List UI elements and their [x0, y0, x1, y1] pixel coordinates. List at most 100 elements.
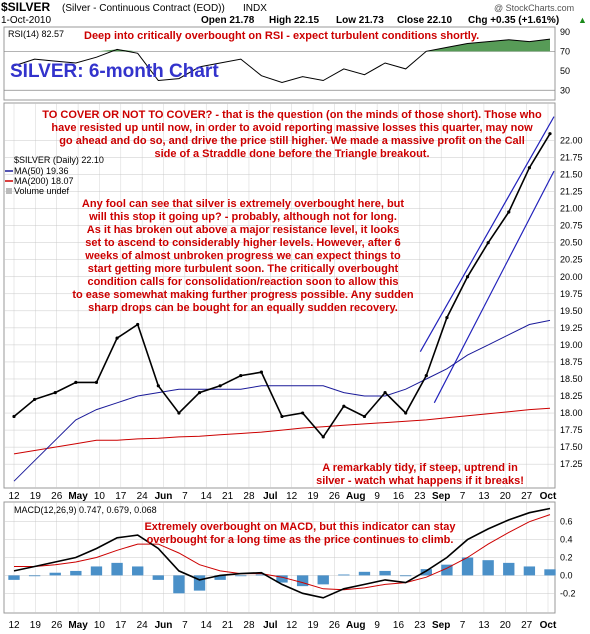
x-tick-label: 13 [478, 491, 490, 502]
price-tick-label: 18.50 [560, 374, 583, 384]
macd-tick-label: 0.2 [560, 553, 573, 563]
x-tick-label: 14 [201, 620, 213, 631]
price-point [424, 373, 428, 378]
price-point [94, 380, 99, 384]
price-tick-label: 18.00 [560, 408, 583, 418]
chart-title: SILVER: 6-month Chart [10, 61, 219, 82]
annotation-macd: Extremely overbought on MACD, but this i… [144, 521, 456, 546]
x-tick-label: 7 [460, 620, 466, 631]
price-tick-label: 17.50 [560, 442, 583, 452]
price-point [465, 275, 470, 279]
price-tick-label: 21.75 [560, 153, 583, 163]
low-value: Low 21.73 [336, 15, 384, 26]
change-value: Chg +0.35 (+1.61%) [468, 15, 559, 26]
rsi-panel: 90 70 50 30 RSI(14) 82.57 Deep into critica… [3, 26, 570, 101]
legend-volume-swatch [6, 188, 12, 194]
price-point [404, 411, 408, 415]
price-point [136, 322, 140, 327]
x-tick-label: 10 [94, 491, 106, 502]
price-tick-label: 19.50 [560, 306, 583, 316]
price-tick-label: 19.25 [560, 323, 583, 333]
macd-histogram-bar [482, 560, 494, 576]
price-tick-label: 20.25 [560, 255, 583, 265]
annotation-middle: Any fool can see that silver is extremel… [72, 198, 414, 314]
copyright-label: @ StockCharts.com [494, 3, 574, 13]
macd-tick-label: 0.4 [560, 535, 573, 545]
price-tick-label: 18.25 [560, 391, 583, 401]
x-tick-label: 12 [286, 491, 298, 502]
macd-tick-label: 0.0 [560, 570, 573, 580]
x-tick-label: 27 [521, 620, 533, 631]
macd-histogram-bar [338, 574, 350, 576]
macd-histogram-bar [544, 569, 556, 576]
macd-histogram-bar [296, 575, 309, 587]
price-tick-label: 20.00 [560, 272, 583, 282]
macd-tick-label: 0.6 [560, 517, 573, 527]
legend-volume: Volume undef [14, 186, 70, 196]
macd-histogram-bar [214, 575, 226, 580]
macd-label: MACD(12,26,9) 0.747, 0.679, 0.068 [14, 505, 157, 515]
x-tick-label: 19 [307, 491, 319, 502]
price-point [445, 316, 449, 320]
x-tick-label: 23 [414, 620, 426, 631]
x-tick-label: Jul [263, 491, 278, 502]
x-tick-label: 7 [182, 620, 188, 631]
macd-histogram-bar [276, 575, 288, 583]
x-tick-label: 28 [243, 491, 255, 502]
exchange-label: INDX [243, 3, 267, 14]
rsi-label: RSI(14) 82.57 [8, 29, 64, 39]
x-tick-label: 7 [460, 491, 466, 502]
open-value: Open 21.78 [201, 15, 255, 26]
legend-ma50: MA(50) 19.36 [14, 166, 69, 176]
annotation-top: TO COVER OR NOT TO COVER? - that is the … [42, 109, 542, 160]
macd-histogram-bar [441, 564, 453, 576]
price-point [507, 210, 511, 214]
rsi-annotation: Deep into critically overbought on RSI -… [84, 30, 479, 42]
macd-histogram-bar [90, 566, 103, 576]
price-point [486, 241, 490, 245]
x-tick-label: 17 [115, 491, 127, 502]
macd-tick-label: -0.2 [560, 588, 576, 598]
x-tick-label: 26 [329, 620, 341, 631]
x-tick-label: 20 [500, 620, 512, 631]
macd-histogram-bar [358, 571, 371, 576]
x-tick-label: 23 [414, 491, 426, 502]
price-tick-label: 19.00 [560, 340, 583, 350]
x-tick-label: Jun [155, 491, 173, 502]
price-point [259, 370, 263, 374]
x-axis-labels-price: 12 19 26 May 10 17 24 Jun 7 14 21 28 Jul 12 19 26 Aug 9 16… [8, 491, 557, 502]
ma50-line [13, 319, 551, 482]
price-tick-label: 21.50 [560, 170, 583, 180]
x-tick-label: Sep [432, 620, 450, 631]
x-tick-label: 14 [201, 491, 213, 502]
price-point [383, 391, 387, 395]
rsi-line [13, 38, 551, 84]
x-tick-label: 26 [51, 491, 63, 502]
price-point [33, 397, 37, 402]
macd-histogram-bar [317, 575, 329, 585]
x-tick-label: Oct [540, 491, 557, 502]
legend-ma200: MA(200) 18.07 [14, 176, 74, 186]
x-tick-label: May [68, 620, 88, 631]
macd-histogram-bar [420, 569, 432, 576]
rsi-tick-label: 70 [560, 46, 570, 56]
x-tick-label: 19 [307, 620, 319, 631]
macd-histogram-bar [49, 572, 61, 576]
price-tick-label: 17.25 [560, 459, 583, 469]
price-point [156, 384, 160, 388]
price-tick-label: 20.75 [560, 221, 583, 231]
price-point [321, 435, 325, 439]
x-tick-label: 27 [521, 491, 533, 502]
price-tick-label: 22.00 [560, 135, 583, 145]
date-label: 1-Oct-2010 [1, 15, 51, 26]
rsi-tick-label: 50 [560, 66, 570, 76]
rsi-tick-label: 90 [560, 27, 570, 37]
channel-upper-line [419, 116, 555, 353]
macd-histogram-bar [193, 575, 206, 591]
price-point [342, 404, 346, 408]
x-axis-labels-macd: 12 19 26 May 10 17 24 Jun 7 14 21 28 Jul 12 19 26 Aug 9 16… [8, 620, 557, 631]
price-tick-label: 20.50 [560, 238, 583, 248]
x-tick-label: 19 [30, 491, 42, 502]
macd-line [13, 507, 551, 599]
high-value: High 22.15 [269, 15, 319, 26]
